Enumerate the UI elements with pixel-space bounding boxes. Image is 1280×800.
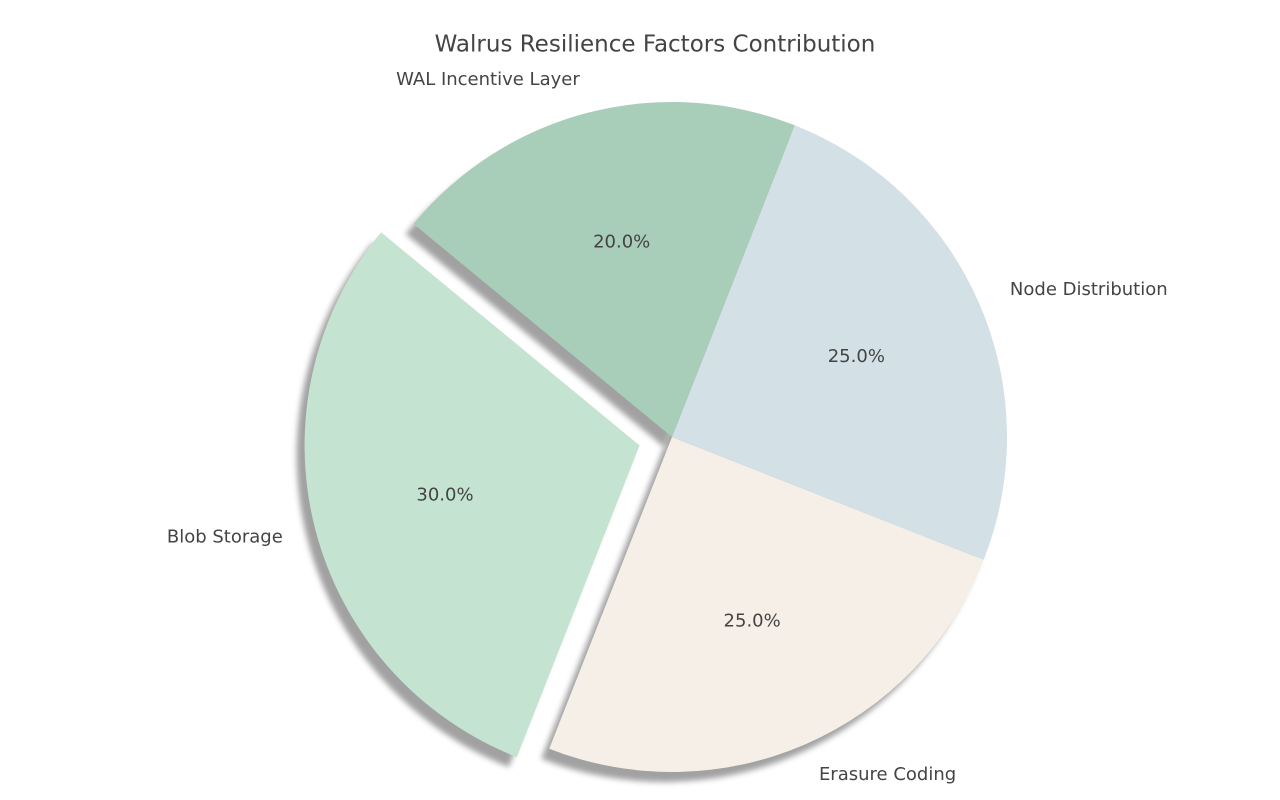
chart-title: Walrus Resilience Factors Contribution — [435, 32, 876, 58]
percent-label: 20.0% — [593, 231, 650, 252]
pie-slice — [304, 232, 640, 758]
pie-slice — [549, 437, 984, 773]
category-label: Erasure Coding — [819, 764, 956, 785]
pie-slice — [413, 101, 795, 437]
category-label: Blob Storage — [167, 527, 283, 548]
slices — [304, 101, 1007, 773]
percent-label: 30.0% — [416, 485, 473, 506]
percent-label: 25.0% — [724, 610, 781, 631]
percent-label: 25.0% — [828, 346, 885, 367]
category-label: WAL Incentive Layer — [396, 69, 580, 90]
pie-slice — [672, 125, 1007, 560]
labels: 30.0% Blob Storage 25.0% Erasure Coding 25.0… — [167, 69, 1168, 785]
category-label: Node Distribution — [1010, 279, 1168, 300]
